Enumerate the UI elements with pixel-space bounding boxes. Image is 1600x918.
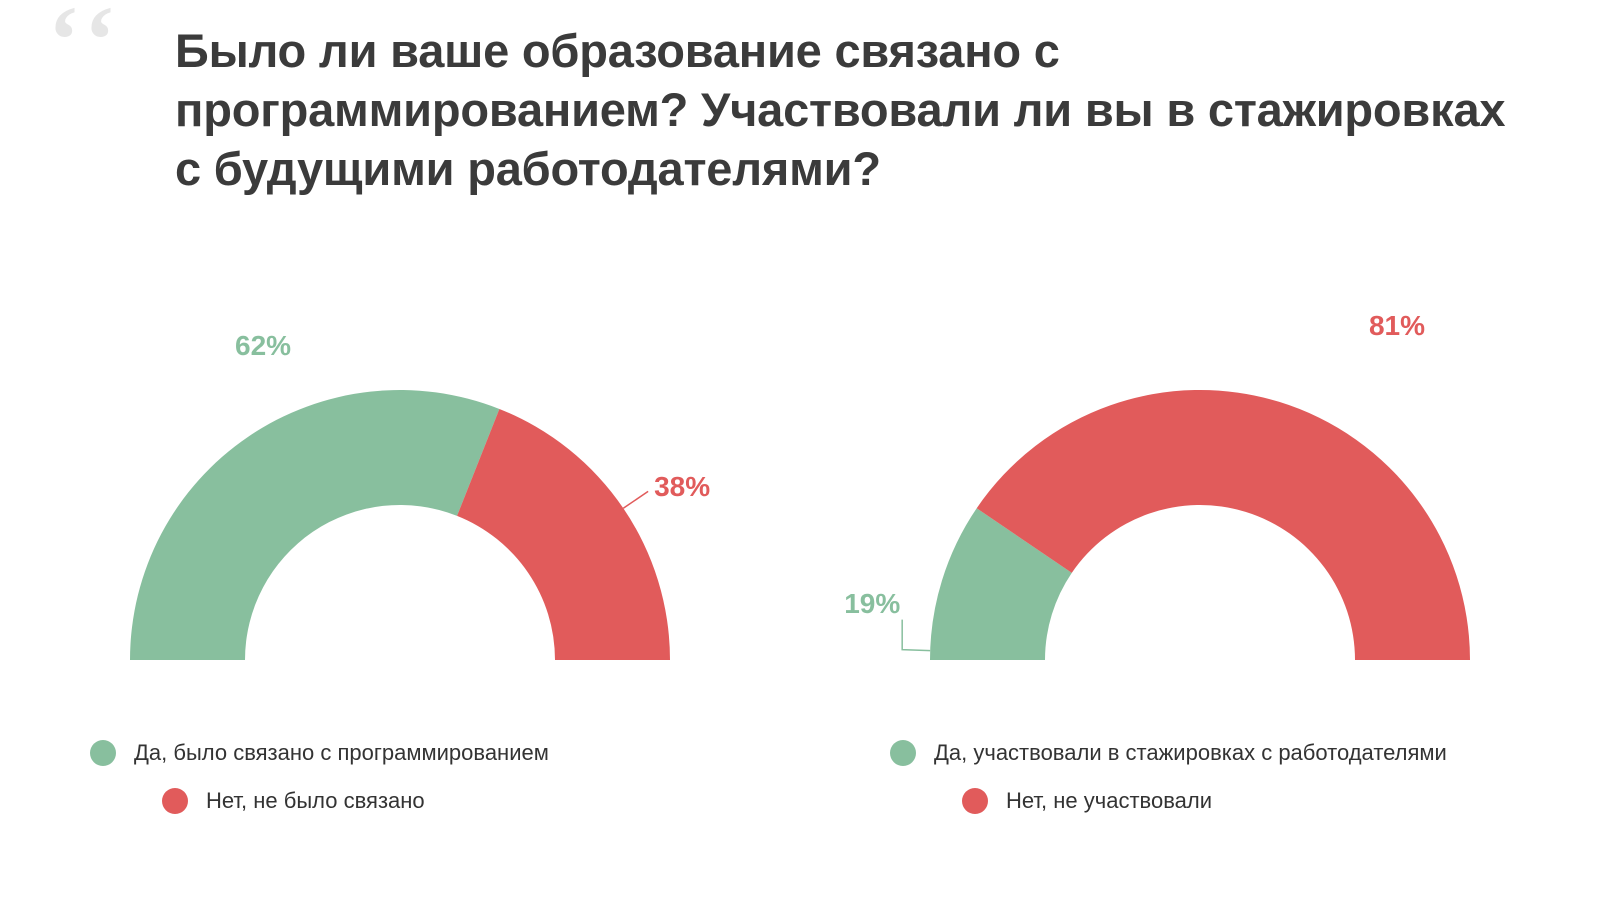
half-donut-education [90, 320, 710, 700]
legend-swatch [90, 740, 116, 766]
quote-icon: ‚‚ [48, 28, 116, 81]
chart-education: 62% 38% Да, было связано с программирова… [0, 320, 800, 814]
legend-item: Да, было связано с программированием [90, 740, 710, 766]
legend-label: Нет, не было связано [206, 788, 425, 814]
legend-swatch [890, 740, 916, 766]
chart-internships-legend: Да, участвовали в стажировках с работода… [890, 740, 1510, 814]
infographic-container: ‚‚ Было ли ваше образование связано с пр… [0, 0, 1600, 918]
legend-label: Нет, не участвовали [1006, 788, 1212, 814]
chart-internships: 19% 81% Да, участвовали в стажировках с … [800, 320, 1600, 814]
legend-item: Нет, не было связано [162, 788, 710, 814]
chart-education-legend: Да, было связано с программированием Нет… [90, 740, 710, 814]
legend-label: Да, участвовали в стажировках с работода… [934, 740, 1447, 766]
chart-education-label-no: 38% [654, 471, 710, 503]
chart-education-canvas: 62% 38% [90, 320, 710, 700]
charts-row: 62% 38% Да, было связано с программирова… [0, 320, 1600, 814]
half-donut-internships [890, 320, 1510, 700]
chart-internships-canvas: 19% 81% [890, 320, 1510, 700]
chart-internships-label-no: 81% [1369, 310, 1425, 342]
chart-internships-label-yes: 19% [844, 588, 900, 620]
chart-education-label-yes: 62% [235, 330, 291, 362]
legend-swatch [162, 788, 188, 814]
legend-item: Да, участвовали в стажировках с работода… [890, 740, 1510, 766]
legend-label: Да, было связано с программированием [134, 740, 549, 766]
legend-swatch [962, 788, 988, 814]
legend-item: Нет, не участвовали [962, 788, 1510, 814]
page-title: Было ли ваше образование связано с прогр… [175, 22, 1520, 198]
